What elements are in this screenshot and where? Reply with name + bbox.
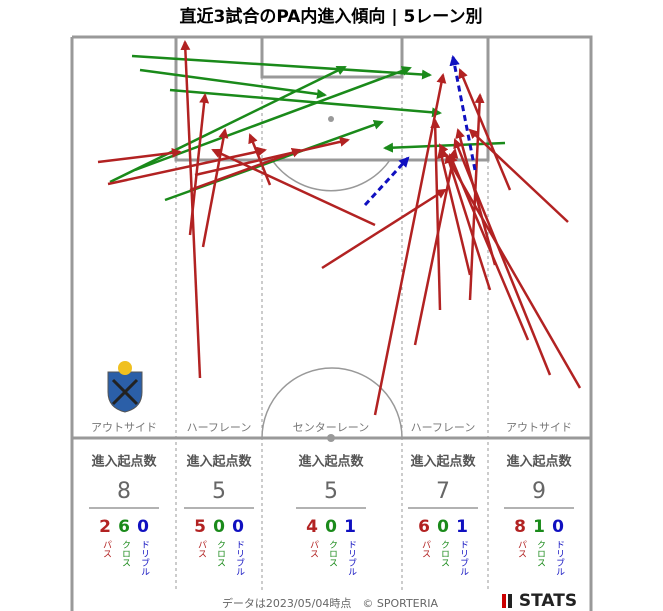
lane-stats: アウトサイド進入起点数82パス6クロス0ドリブルハーフレーン進入起点数55パス0… (89, 421, 574, 576)
breakdown-value: 1 (456, 517, 468, 537)
breakdown-label: パス (196, 540, 207, 558)
breakdown-value: 0 (232, 517, 244, 537)
breakdown-label: パス (101, 540, 112, 558)
breakdown-value: 1 (344, 517, 356, 537)
entry-total: 5 (212, 479, 226, 504)
footer: データは2023/05/04時点 © SPORTERIA (222, 596, 439, 610)
breakdown-label: ドリブル (346, 540, 357, 576)
title: 直近3試合のPA内進入傾向 | 5レーン別 (180, 6, 483, 27)
lane-name: ハーフレーン (187, 421, 252, 434)
breakdown-value: 8 (514, 517, 526, 537)
breakdown-value: 0 (213, 517, 225, 537)
lane-name: アウトサイド (91, 421, 157, 434)
breakdown-value: 0 (437, 517, 449, 537)
entry-total: 7 (436, 479, 450, 504)
breakdown-value: 6 (418, 517, 430, 537)
breakdown-label: パス (308, 540, 319, 558)
breakdown-value: 1 (533, 517, 545, 537)
entry-label: 進入起点数 (506, 454, 572, 470)
breakdown-label: クロス (535, 540, 545, 567)
breakdown-value: 5 (194, 517, 206, 537)
logo-mark (508, 594, 512, 608)
breakdown-label: クロス (327, 540, 337, 567)
logo-mark (502, 594, 506, 608)
breakdown-label: ドリブル (554, 540, 565, 576)
entry-total: 8 (117, 479, 131, 504)
breakdown-label: ドリブル (234, 540, 245, 576)
breakdown-value: 0 (325, 517, 337, 537)
entry-label: 進入起点数 (186, 454, 252, 470)
breakdown-value: 6 (118, 517, 130, 537)
breakdown-label: パス (516, 540, 527, 558)
breakdown-label: クロス (215, 540, 225, 567)
entry-label: 進入起点数 (91, 454, 157, 470)
breakdown-label: クロス (120, 540, 130, 567)
lane-name: ハーフレーン (411, 421, 476, 434)
breakdown-value: 0 (137, 517, 149, 537)
breakdown-label: ドリブル (139, 540, 150, 576)
breakdown-label: クロス (439, 540, 449, 567)
breakdown-label: パス (420, 540, 431, 558)
lane-name: アウトサイド (506, 421, 572, 434)
breakdown-label: ドリブル (458, 540, 469, 576)
entry-label: 進入起点数 (410, 454, 476, 470)
club-emblem (107, 361, 143, 413)
breakdown-value: 4 (306, 517, 318, 537)
breakdown-value: 2 (99, 517, 111, 537)
entry-arrows (97, 40, 582, 416)
entry-total: 9 (532, 479, 546, 504)
breakdown-value: 0 (552, 517, 564, 537)
entry-label: 進入起点数 (298, 454, 364, 470)
logo: STATS (519, 591, 577, 611)
lane-name: センターレーン (293, 421, 369, 434)
entry-total: 5 (324, 479, 338, 504)
